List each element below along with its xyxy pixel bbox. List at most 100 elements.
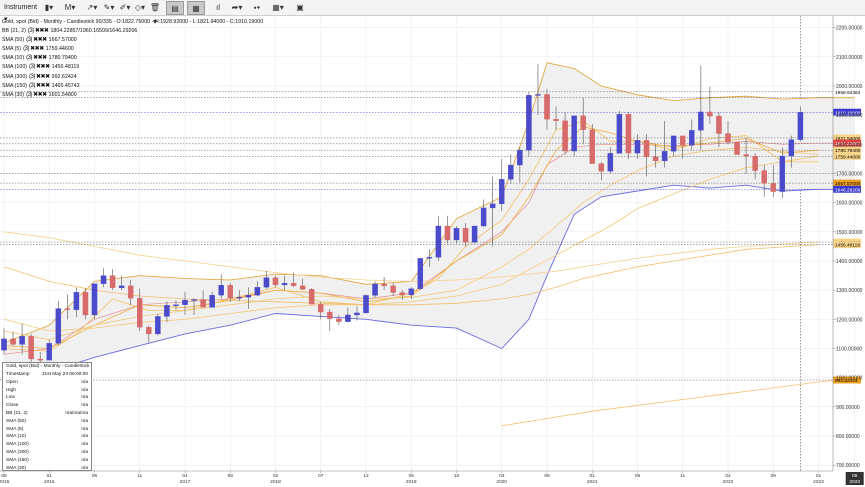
candle-body xyxy=(200,299,206,308)
candle-body xyxy=(643,140,650,158)
x-tick-month: 11 xyxy=(680,473,685,479)
indicators-icon[interactable]: ıl xyxy=(216,3,220,12)
x-tick-month: 11 xyxy=(137,473,142,479)
legend-settings-icon[interactable]: (3) ✖✖✖ xyxy=(26,55,47,62)
candle-body xyxy=(607,153,614,172)
candle-body xyxy=(526,95,532,151)
x-tick-year: 2020 xyxy=(496,479,507,485)
sma-line xyxy=(3,244,819,306)
price-badge xyxy=(833,185,861,193)
candle-body xyxy=(354,312,360,316)
candle-body xyxy=(634,140,641,154)
legend-header: Gold, spot (Bid) - Monthly - Candlestick… xyxy=(2,18,263,27)
candle-body xyxy=(498,179,505,204)
info-label: Close xyxy=(6,403,19,409)
candle-body xyxy=(109,275,116,288)
price-badge-label: 1804.22857 xyxy=(835,141,861,147)
price-badge xyxy=(833,108,861,116)
price-badge-label: 1959.94364 xyxy=(835,90,861,96)
legend-name: SMA (30) xyxy=(2,91,25,98)
single-chart-icon[interactable]: ▤ xyxy=(166,1,184,15)
price-chart[interactable]: 1959.943641910.190001821.940001804.22857… xyxy=(0,16,865,487)
window-icon[interactable]: ▣ xyxy=(296,3,304,12)
price-badge xyxy=(833,376,861,384)
info-row: SMA (100) n/a xyxy=(3,441,91,449)
info-value: n/a xyxy=(81,442,88,448)
candle-body xyxy=(761,170,767,184)
x-tick-month: 12 xyxy=(363,473,369,479)
candle-body xyxy=(127,285,134,299)
toolbar: Instrument ▾ ▮▾ M▾ ↗▾ ✎▾ ✐▾ ◇▾ 🗑▾ ▤ ▦ ıl… xyxy=(0,0,865,26)
legend-settings-icon[interactable]: (3) ✖✖✖ xyxy=(29,64,50,71)
instrument-dropdown[interactable]: Instrument ▾ xyxy=(4,4,38,23)
candle-body xyxy=(426,257,433,259)
candle-body xyxy=(589,129,596,164)
candle-body xyxy=(290,283,297,286)
legend-settings-icon[interactable]: (3) ✖✖✖ xyxy=(29,82,50,89)
legend-name: SMA (50) xyxy=(2,37,25,44)
y-tick-label: 2200.00000 xyxy=(836,26,863,32)
x-axis: 0820150120160611042017090220180712052019… xyxy=(0,470,864,485)
price-badge-label: 1821.94000 xyxy=(835,136,861,142)
info-label: Low xyxy=(6,395,15,401)
info-label: SMA (50) xyxy=(6,418,26,424)
brush-icon[interactable]: ✎▾ xyxy=(103,3,115,12)
legend-settings-icon[interactable]: (3) ✖✖✖ xyxy=(29,73,50,80)
legend-name: SMA (150) xyxy=(2,82,28,89)
candle-body xyxy=(136,298,143,328)
legend-settings-icon[interactable]: (3) ✖✖✖ xyxy=(23,46,44,53)
info-label: SMA (100) xyxy=(6,442,29,448)
info-row: Open n/a xyxy=(3,379,91,387)
y-tick-label: 1800.00000 xyxy=(836,142,863,148)
info-value: n/a xyxy=(81,379,88,385)
grid-layout-icon[interactable]: ▦ xyxy=(187,1,205,15)
info-label: SMA (5) xyxy=(6,426,24,432)
candle-body xyxy=(19,336,25,345)
price-badge-label: 1780.79400 xyxy=(835,148,861,154)
info-value: n/a xyxy=(81,434,88,440)
candle-body xyxy=(1,338,7,351)
share-icon[interactable]: ➦▾ xyxy=(231,3,243,12)
info-value: n/a xyxy=(81,418,88,424)
x-tick-month: 03 xyxy=(499,473,505,479)
x-tick-month: 01 xyxy=(590,473,596,479)
y-tick-label: 1700.00000 xyxy=(836,172,863,178)
info-label: Open xyxy=(6,379,18,385)
candle-body xyxy=(544,94,550,120)
candle-body xyxy=(372,283,378,296)
candle-body xyxy=(381,283,387,286)
candle-body xyxy=(46,343,53,361)
info-label: SMA (10) xyxy=(6,434,26,440)
legend-settings-icon[interactable]: (3) ✖✖✖ xyxy=(27,28,49,35)
shapes-icon[interactable]: ◇▾ xyxy=(134,3,146,12)
info-row: Close n/a xyxy=(3,402,91,410)
candlestick-type-icon[interactable]: ▮▾ xyxy=(44,3,54,12)
info-value: n/a xyxy=(81,403,88,409)
y-axis: 1959.94364 1910.19000 1821.940001804.22857… xyxy=(832,16,863,471)
candle-body xyxy=(64,308,71,310)
objects-icon[interactable]: ⬩▾ xyxy=(253,3,261,12)
x-tick-month: 01 xyxy=(816,473,822,479)
info-value: n/a xyxy=(81,457,88,463)
legend-row: SMA (300) (3) ✖✖✖ 992.62424 xyxy=(2,73,132,82)
legend-row: SMA (30) (3) ✖✖✖ 1601.54800 xyxy=(2,91,132,100)
x-axis-marker-month: 06 xyxy=(852,473,858,479)
legend-value: 992.62424 xyxy=(51,73,77,80)
y-tick-label: 1400.00000 xyxy=(836,259,863,265)
drawing-tools-icon[interactable]: ↗▾ xyxy=(86,3,98,12)
legend-value: 1759.44600 xyxy=(45,46,74,53)
pen-icon[interactable]: ✐▾ xyxy=(119,3,131,12)
candle-body xyxy=(625,114,632,154)
x-tick-year: 2017 xyxy=(180,479,191,485)
delete-icon[interactable]: 🗑▾ xyxy=(149,3,161,26)
x-tick-month: 06 xyxy=(92,473,98,479)
candle-body xyxy=(317,304,324,313)
sma-line xyxy=(3,161,819,332)
legend-settings-icon[interactable]: (3) ✖✖✖ xyxy=(26,91,47,98)
legend-settings-icon[interactable]: (3) ✖✖✖ xyxy=(26,37,47,44)
language-flag-icon[interactable]: ▦▾ xyxy=(272,3,284,12)
candle-body xyxy=(562,120,568,152)
candle-body xyxy=(299,285,306,290)
timeframe-dropdown[interactable]: M▾ xyxy=(64,3,76,12)
legend-row: SMA (150) (3) ✖✖✖ 1465.45743 xyxy=(2,82,132,91)
